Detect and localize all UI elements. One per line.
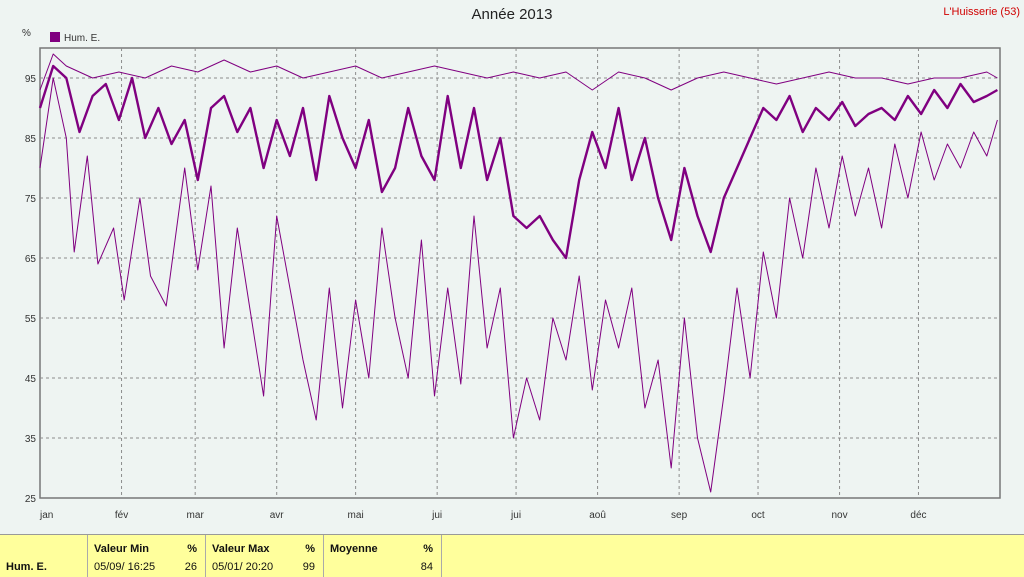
x-tick-label: jui — [510, 510, 521, 521]
tick-layer: 25 35 45 55 65 75 85 95 jan fév mar avr mai jui jui aoû… — [25, 74, 927, 521]
y-tick-label: 95 — [25, 74, 37, 85]
x-tick-label: nov — [831, 510, 847, 521]
stats-max-time: 05/01/ 20:20 — [212, 561, 274, 573]
stats-avg-value: 84 — [420, 561, 433, 573]
stats-row-label-cell: Hum. E. — [0, 535, 88, 577]
stats-min-header: Valeur Min — [94, 543, 150, 555]
y-tick-label: 55 — [25, 314, 37, 325]
stats-max-cell: Valeur Max % 05/01/ 20:20 99 — [206, 535, 324, 577]
chart-area: % Hum. E. 25 35 45 55 65 75 85 95 jan fév mar avr ma… — [22, 28, 1001, 521]
x-tick-label: déc — [910, 510, 926, 521]
stats-max-header: Valeur Max — [212, 543, 270, 555]
x-tick-label: mai — [348, 510, 364, 521]
stats-avg-header: Moyenne — [330, 543, 378, 555]
plot-frame — [39, 47, 1001, 499]
stats-row-label: Hum. E. — [6, 561, 47, 573]
stats-min-cell: Valeur Min % 05/09/ 16:25 26 — [88, 535, 206, 577]
series-line-max — [39, 53, 998, 91]
series-line-mean — [38, 64, 998, 260]
y-tick-label: 75 — [25, 194, 37, 205]
station-label: L'Huisserie (53) — [943, 6, 1020, 18]
x-tick-label: sep — [671, 510, 688, 521]
y-tick-label: 45 — [25, 374, 37, 385]
stats-max-unit: % — [305, 543, 315, 555]
legend-label: Hum. E. — [64, 33, 100, 44]
stats-min-unit: % — [187, 543, 197, 555]
chart-title: Année 2013 — [471, 6, 553, 23]
stats-min-time: 05/09/ 16:25 — [94, 561, 156, 573]
y-tick-label: 65 — [25, 254, 37, 265]
stats-avg-unit: % — [423, 543, 433, 555]
x-tick-label: avr — [270, 510, 285, 521]
x-tick-label: jan — [39, 510, 53, 521]
stats-panel: Hum. E. Valeur Min % 05/09/ 16:25 26 Val… — [0, 534, 1024, 577]
y-tick-label: 25 — [25, 494, 37, 505]
stats-max-value: 99 — [302, 561, 315, 573]
y-tick-label: 85 — [25, 134, 37, 145]
x-tick-label: mar — [187, 510, 205, 521]
y-axis-unit-label: % — [22, 28, 31, 39]
x-tick-label: fév — [115, 510, 128, 521]
x-tick-label: oct — [751, 510, 765, 521]
y-tick-label: 35 — [25, 434, 37, 445]
x-tick-label: jui — [431, 510, 442, 521]
legend-swatch — [50, 32, 60, 42]
series-layer — [38, 53, 998, 493]
series-line-min — [39, 77, 998, 493]
grid-layer — [40, 48, 1000, 498]
stats-avg-cell: Moyenne % 84 — [324, 535, 442, 577]
stats-min-value: 26 — [184, 561, 197, 573]
x-tick-label: aoû — [589, 510, 606, 521]
